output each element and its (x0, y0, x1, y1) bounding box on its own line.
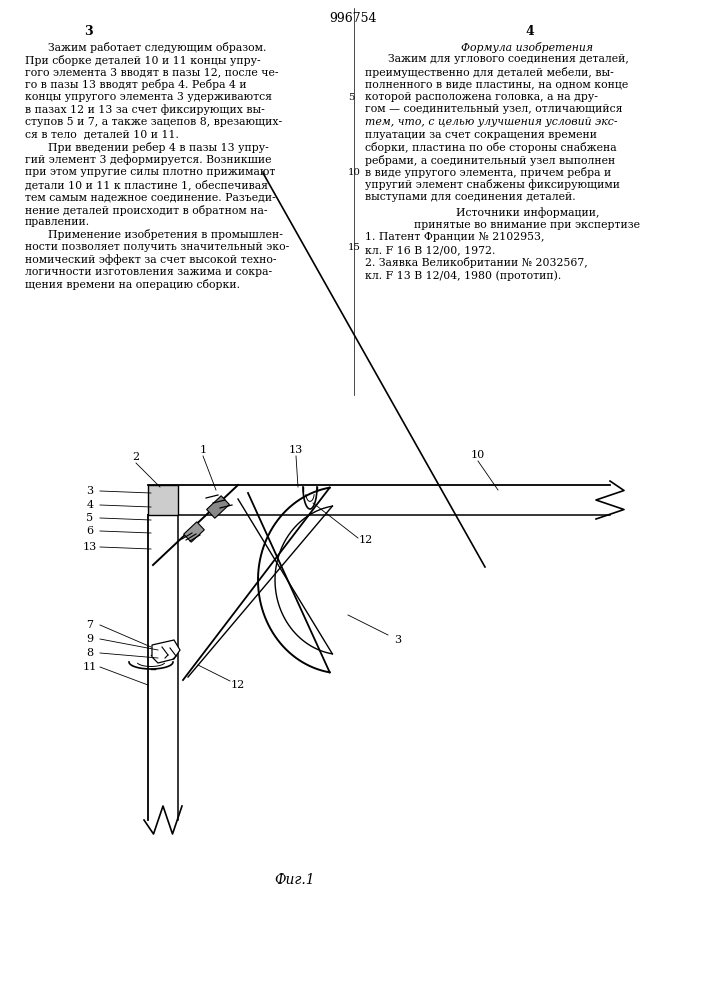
Text: 11: 11 (83, 662, 97, 672)
Polygon shape (184, 522, 204, 542)
Text: 12: 12 (231, 680, 245, 690)
Text: 4: 4 (525, 25, 534, 38)
Polygon shape (148, 485, 178, 515)
Text: 15: 15 (348, 243, 361, 252)
Text: 1. Патент Франции № 2102953,: 1. Патент Франции № 2102953, (365, 232, 544, 242)
Text: выступами для соединения деталей.: выступами для соединения деталей. (365, 192, 575, 202)
Text: Источники информации,: Источники информации, (456, 208, 600, 218)
Text: 3: 3 (86, 486, 93, 496)
Text: 4: 4 (86, 500, 93, 510)
Text: логичности изготовления зажима и сокра-: логичности изготовления зажима и сокра- (25, 267, 272, 277)
Text: при этом упругие силы плотно прижимают: при этом упругие силы плотно прижимают (25, 167, 275, 177)
Text: Формула изобретения: Формула изобретения (462, 42, 594, 53)
Polygon shape (152, 640, 180, 663)
Text: 9: 9 (86, 634, 93, 644)
Text: 6: 6 (86, 526, 93, 536)
Text: ности позволяет получить значительный эко-: ности позволяет получить значительный эк… (25, 242, 289, 252)
Text: ребрами, а соединительный узел выполнен: ребрами, а соединительный узел выполнен (365, 154, 615, 165)
Text: 8: 8 (86, 648, 93, 658)
Text: преимущественно для деталей мебели, вы-: преимущественно для деталей мебели, вы- (365, 67, 614, 78)
Text: Применение изобретения в промышлен-: Применение изобретения в промышлен- (48, 230, 283, 240)
Text: 3: 3 (83, 25, 93, 38)
Text: 2: 2 (132, 452, 139, 462)
Text: При введении ребер 4 в пазы 13 упру-: При введении ребер 4 в пазы 13 упру- (48, 142, 269, 153)
Text: тем, что, с целью улучшения условий экс-: тем, что, с целью улучшения условий экс- (365, 117, 617, 127)
Text: Зажим работает следующим образом.: Зажим работает следующим образом. (48, 42, 267, 53)
Text: щения времени на операцию сборки.: щения времени на операцию сборки. (25, 279, 240, 290)
Text: го в пазы 13 вводят ребра 4. Ребра 4 и: го в пазы 13 вводят ребра 4. Ребра 4 и (25, 80, 247, 91)
Text: 3: 3 (395, 635, 402, 645)
Text: 7: 7 (86, 620, 93, 630)
Text: 1: 1 (199, 445, 206, 455)
Text: ступов 5 и 7, а также зацепов 8, врезающих-: ступов 5 и 7, а также зацепов 8, врезающ… (25, 117, 282, 127)
Text: нение деталей происходит в обратном на-: нение деталей происходит в обратном на- (25, 205, 267, 216)
Text: сборки, пластина по обе стороны снабжена: сборки, пластина по обе стороны снабжена (365, 142, 617, 153)
Text: 5: 5 (86, 513, 93, 523)
Text: гом — соединительный узел, отличающийся: гом — соединительный узел, отличающийся (365, 104, 622, 114)
Polygon shape (206, 496, 229, 518)
Text: в виде упругого элемента, причем ребра и: в виде упругого элемента, причем ребра и (365, 167, 612, 178)
Text: гий элемент 3 деформируется. Возникшие: гий элемент 3 деформируется. Возникшие (25, 154, 271, 165)
Text: кл. F 13 B 12/04, 1980 (прототип).: кл. F 13 B 12/04, 1980 (прототип). (365, 270, 561, 281)
Text: плуатации за счет сокращения времени: плуатации за счет сокращения времени (365, 129, 597, 139)
Text: 13: 13 (83, 542, 97, 552)
Text: 2. Заявка Великобритании № 2032567,: 2. Заявка Великобритании № 2032567, (365, 257, 588, 268)
Text: 10: 10 (471, 450, 485, 460)
Text: ся в тело  деталей 10 и 11.: ся в тело деталей 10 и 11. (25, 129, 179, 139)
Text: При сборке деталей 10 и 11 концы упру-: При сборке деталей 10 и 11 концы упру- (25, 54, 261, 66)
Text: 996754: 996754 (329, 12, 378, 25)
Text: которой расположена головка, а на дру-: которой расположена головка, а на дру- (365, 92, 598, 102)
Text: полненного в виде пластины, на одном конце: полненного в виде пластины, на одном кон… (365, 80, 629, 90)
Text: кл. F 16 B 12/00, 1972.: кл. F 16 B 12/00, 1972. (365, 245, 496, 255)
Text: принятые во внимание при экспертизе: принятые во внимание при экспертизе (414, 220, 641, 230)
Text: 12: 12 (359, 535, 373, 545)
Text: правлении.: правлении. (25, 217, 90, 227)
Text: гого элемента 3 вводят в пазы 12, после че-: гого элемента 3 вводят в пазы 12, после … (25, 67, 279, 77)
Text: тем самым надежное соединение. Разъеди-: тем самым надежное соединение. Разъеди- (25, 192, 276, 202)
Text: упругий элемент снабжены фиксирующими: упругий элемент снабжены фиксирующими (365, 180, 620, 190)
Text: в пазах 12 и 13 за счет фиксирующих вы-: в пазах 12 и 13 за счет фиксирующих вы- (25, 104, 264, 115)
Text: концы упругого элемента 3 удерживаются: концы упругого элемента 3 удерживаются (25, 92, 272, 102)
Text: детали 10 и 11 к пластине 1, обеспечивая: детали 10 и 11 к пластине 1, обеспечивая (25, 180, 268, 190)
Text: номический эффект за счет высокой техно-: номический эффект за счет высокой техно- (25, 254, 276, 265)
Text: 5: 5 (348, 93, 354, 102)
Text: 13: 13 (289, 445, 303, 455)
Text: Фиг.1: Фиг.1 (275, 873, 315, 887)
Text: 10: 10 (348, 168, 361, 177)
Text: Зажим для углового соединения деталей,: Зажим для углового соединения деталей, (388, 54, 629, 64)
